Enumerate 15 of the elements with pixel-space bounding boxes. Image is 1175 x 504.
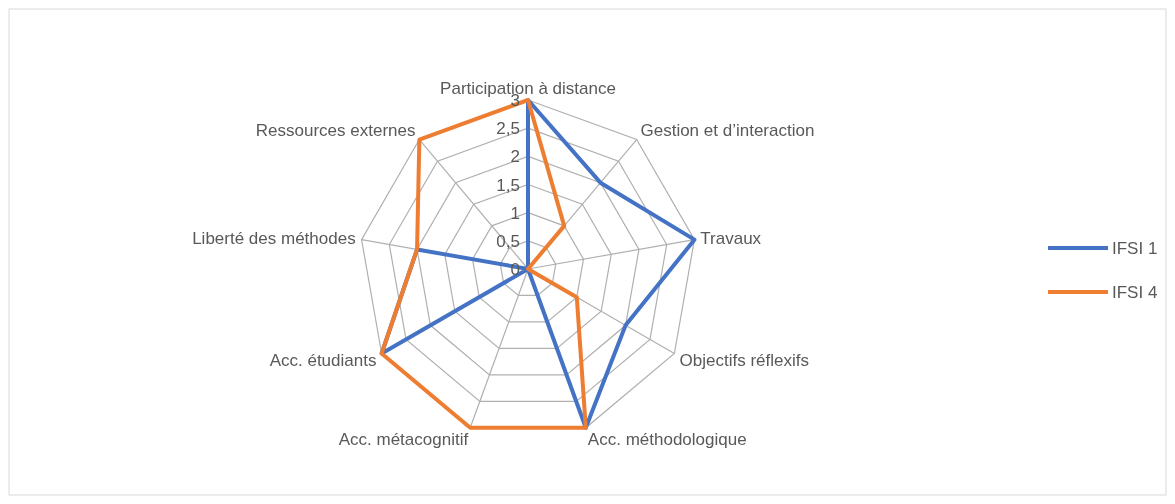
spoke-label: Acc. méthodologique [587,430,747,450]
spoke-label: Ressources externes [255,121,416,141]
spoke-label: Liberté des méthodes [192,228,356,248]
y-tick-label: 1 [510,203,520,223]
legend-label: IFSI 4 [1112,283,1158,302]
legend-label: IFSI 1 [1112,239,1158,258]
spoke-label: Acc. métacognitif [338,430,469,450]
y-tick-label: 0,5 [496,231,520,251]
y-tick-label: 1,5 [496,175,520,195]
y-tick-label: 2 [510,147,520,167]
spoke-label: Gestion et d’interaction [640,121,815,141]
spoke-label: Objectifs réflexifs [679,350,809,370]
y-tick-label: 2,5 [496,119,520,139]
spoke-label: Travaux [700,228,762,248]
spoke-label: Acc. étudiants [269,350,377,370]
